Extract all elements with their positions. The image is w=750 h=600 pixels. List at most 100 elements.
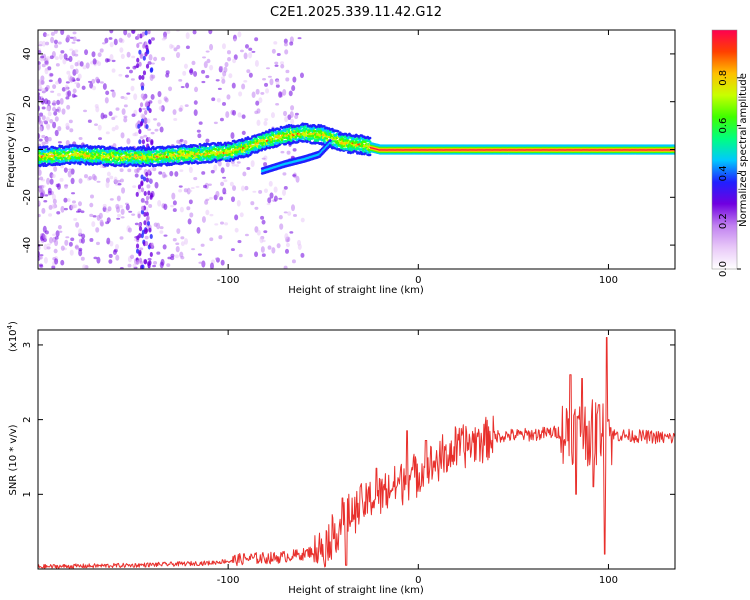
- noise-blob: [120, 132, 125, 139]
- noise-blob: [166, 30, 171, 35]
- ridge-cell: [74, 151, 78, 155]
- noise-blob: [65, 96, 70, 100]
- noise-blob: [203, 184, 208, 189]
- noise-blob: [205, 198, 210, 201]
- noise-blob: [41, 106, 46, 110]
- ridge-cell: [196, 154, 200, 157]
- noise-blob: [56, 99, 61, 105]
- noise-blob: [231, 196, 236, 203]
- noise-blob: [162, 244, 167, 250]
- ridge-cell: [252, 139, 256, 142]
- noise-blob: [288, 90, 293, 97]
- ridge-cell: [140, 164, 144, 168]
- noise-blob: [213, 164, 218, 172]
- noise-blob: [220, 259, 225, 266]
- noise-blob: [292, 148, 297, 152]
- noise-blob: [250, 201, 255, 206]
- noise-blob: [76, 210, 81, 213]
- noise-blob: [269, 78, 274, 86]
- noise-blob: [238, 91, 243, 97]
- ridge-cell: [165, 163, 169, 167]
- noise-streak: [146, 49, 150, 55]
- ridge-cell: [198, 142, 202, 146]
- noise-blob: [91, 51, 96, 58]
- noise-blob: [108, 111, 113, 117]
- noise-blob: [42, 225, 47, 233]
- noise-blob: [276, 53, 281, 57]
- noise-blob: [256, 119, 261, 126]
- noise-blob: [209, 213, 214, 217]
- noise-blob: [157, 99, 162, 105]
- noise-blob: [42, 32, 47, 38]
- noise-streak: [146, 220, 151, 226]
- noise-blob: [123, 117, 128, 123]
- noise-blob: [269, 192, 274, 199]
- noise-blob: [131, 113, 136, 118]
- noise-blob: [300, 252, 305, 258]
- noise-blob: [271, 247, 276, 254]
- noise-blob: [188, 189, 193, 193]
- noise-blob: [67, 90, 72, 97]
- noise-blob: [116, 213, 121, 217]
- ridge-cell: [172, 153, 176, 156]
- noise-blob: [125, 204, 130, 211]
- noise-blob: [244, 233, 249, 237]
- noise-blob: [85, 62, 90, 69]
- noise-blob: [273, 41, 278, 45]
- ridge-cell: [330, 146, 334, 150]
- noise-blob: [220, 76, 225, 80]
- ridge-cell: [148, 164, 152, 168]
- noise-blob: [112, 249, 117, 255]
- noise-blob: [49, 55, 54, 60]
- noise-blob: [283, 110, 288, 117]
- ridge-cell: [138, 150, 141, 154]
- noise-blob: [215, 190, 220, 198]
- noise-blob: [147, 257, 152, 261]
- noise-blob: [287, 211, 292, 216]
- noise-blob: [184, 104, 189, 107]
- noise-blob: [82, 264, 87, 269]
- noise-blob: [165, 73, 170, 78]
- noise-blob: [41, 63, 46, 68]
- noise-blob: [231, 163, 236, 167]
- noise-blob: [116, 195, 121, 202]
- noise-blob: [44, 136, 49, 142]
- noise-blob: [283, 38, 288, 44]
- noise-blob: [108, 253, 113, 259]
- noise-blob: [66, 70, 71, 75]
- ridge-cell: [166, 152, 170, 156]
- noise-blob: [49, 178, 54, 185]
- noise-streak: [149, 178, 153, 184]
- noise-blob: [91, 85, 96, 91]
- ridge-cell: [86, 152, 90, 155]
- noise-blob: [41, 88, 46, 94]
- noise-blob: [54, 129, 59, 137]
- noise-blob: [148, 204, 153, 208]
- noise-blob: [127, 168, 132, 173]
- noise-streak: [140, 120, 144, 126]
- noise-blob: [293, 214, 298, 217]
- noise-blob: [209, 64, 214, 71]
- noise-blob: [191, 248, 196, 251]
- noise-blob: [94, 103, 99, 109]
- noise-blob: [143, 134, 148, 138]
- noise-blob: [209, 237, 214, 242]
- noise-streak: [147, 261, 151, 267]
- ridge-cell: [352, 143, 356, 147]
- noise-blob: [39, 112, 44, 117]
- noise-blob: [102, 83, 107, 90]
- noise-blob: [168, 86, 173, 92]
- noise-blob: [143, 117, 148, 125]
- noise-blob: [102, 203, 107, 208]
- noise-blob: [89, 194, 94, 199]
- noise-blob: [284, 248, 289, 254]
- noise-blob: [99, 219, 104, 227]
- noise-blob: [246, 69, 251, 74]
- noise-blob: [283, 42, 288, 47]
- noise-blob: [96, 180, 101, 183]
- noise-blob: [71, 93, 76, 98]
- noise-blob: [186, 206, 191, 211]
- noise-blob: [154, 181, 159, 189]
- noise-blob: [289, 231, 294, 234]
- noise-blob: [205, 75, 210, 79]
